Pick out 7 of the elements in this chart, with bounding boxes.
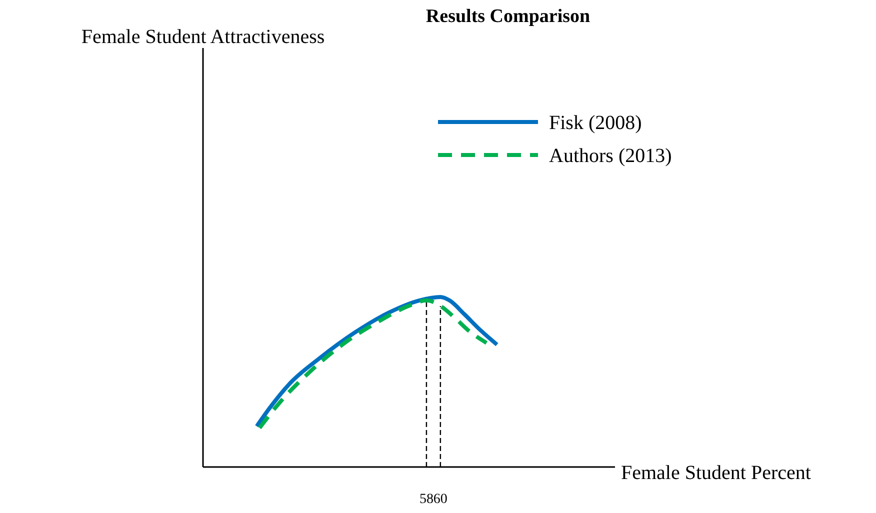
text: Female Student Attractiveness bbox=[81, 26, 325, 48]
legend-label: Authors (2013) bbox=[549, 145, 672, 167]
legend-label: Fisk (2008) bbox=[549, 112, 642, 134]
x-tick-label: 60 bbox=[433, 492, 448, 507]
chart-title: Results Comparison bbox=[426, 6, 591, 27]
x-tick-label: 58 bbox=[419, 492, 434, 507]
x-axis-title: Female Student Percent bbox=[621, 462, 812, 484]
